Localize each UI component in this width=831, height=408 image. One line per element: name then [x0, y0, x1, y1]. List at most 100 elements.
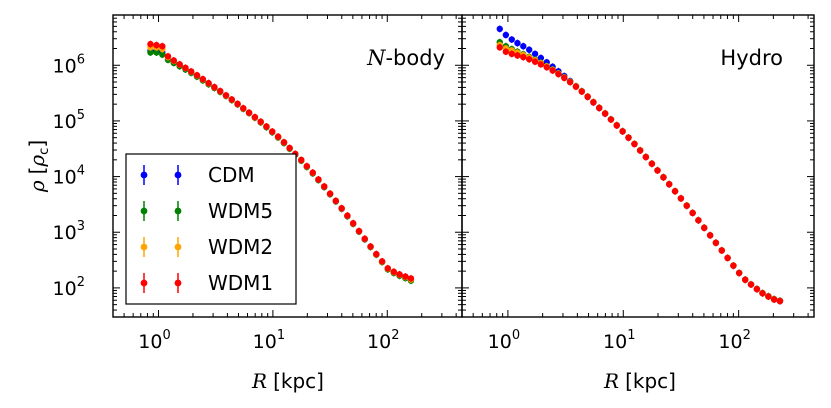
data-point	[298, 156, 305, 164]
data-point	[677, 195, 685, 202]
panel-nbody-ticks: 100 101 102 102 103 104 105 106	[53, 14, 462, 353]
data-point	[361, 235, 368, 242]
x-axis-right-unit: [kpc]	[625, 369, 676, 393]
data-point	[263, 123, 270, 130]
data-point	[654, 167, 661, 174]
legend-box	[125, 153, 297, 305]
data-point	[216, 87, 224, 95]
data-point	[367, 243, 374, 250]
y-axis-unit-sub: c	[37, 148, 52, 155]
data-point	[753, 285, 761, 293]
legend-entry-wdm1: WDM1	[140, 271, 273, 295]
data-point	[578, 88, 585, 95]
panel-nbody-points	[147, 40, 415, 285]
x-axis-label-right: R [kpc]	[603, 369, 676, 393]
legend-marker	[174, 207, 182, 215]
data-point	[607, 116, 615, 123]
data-point	[182, 64, 189, 72]
panel-nbody-title-suffix: -body	[385, 46, 445, 70]
x-tick-label-nbody: 102	[367, 328, 399, 353]
data-point	[695, 217, 702, 224]
data-point	[520, 53, 527, 61]
data-point	[373, 250, 380, 258]
data-point	[199, 75, 207, 83]
data-point	[211, 83, 218, 91]
legend-entry-wdm5: WDM5	[140, 199, 273, 223]
data-point	[759, 290, 766, 297]
series-wdm5-hydro	[496, 38, 784, 305]
data-point	[147, 49, 154, 56]
data-point	[496, 25, 503, 33]
data-point	[502, 48, 510, 55]
data-point	[665, 181, 673, 188]
data-point	[315, 176, 322, 183]
x-axis-label-left: R [kpc]	[251, 369, 324, 393]
legend-label: WDM5	[208, 199, 273, 223]
data-point	[496, 44, 503, 51]
data-point	[193, 72, 201, 79]
y-tick-label: 106	[53, 52, 85, 77]
series-wdm1-nbody	[147, 40, 415, 282]
panel-hydro-title: Hydro	[720, 46, 783, 70]
data-point	[776, 297, 784, 305]
data-point	[332, 197, 340, 205]
data-point	[765, 293, 772, 300]
data-point	[269, 128, 276, 135]
x-tick-label-hydro: 102	[718, 328, 750, 353]
data-point	[572, 83, 580, 90]
data-point	[274, 133, 282, 140]
y-axis-label: ρ[ρc]	[25, 140, 52, 193]
data-point	[378, 258, 386, 265]
data-point	[147, 40, 154, 48]
data-point	[561, 74, 568, 82]
data-point	[543, 64, 550, 71]
data-point	[187, 68, 195, 75]
data-point	[566, 78, 574, 86]
series-wdm2-hydro	[496, 41, 784, 305]
panel-hydro-frame	[461, 14, 815, 318]
data-point	[526, 46, 533, 53]
data-point	[153, 41, 160, 49]
data-point	[770, 296, 778, 303]
data-point	[338, 205, 345, 212]
data-point	[590, 99, 597, 106]
legend-label: CDM	[208, 163, 255, 187]
data-point	[706, 232, 714, 239]
data-point	[159, 51, 166, 58]
legend-marker	[140, 279, 148, 287]
data-point	[326, 190, 334, 197]
data-point	[730, 262, 737, 269]
series-wdm1-hydro	[496, 43, 784, 305]
data-point	[648, 160, 656, 167]
data-point	[531, 50, 539, 58]
x-axis-left-symbol: R	[251, 369, 267, 393]
data-point	[683, 202, 690, 209]
legend-entry-wdm2: WDM2	[140, 235, 273, 259]
y-tick-label: 105	[53, 108, 85, 133]
data-point	[251, 113, 259, 121]
legend: CDM WDM5 WDM2 WDM1	[125, 153, 297, 305]
data-point	[257, 118, 264, 125]
data-point	[613, 122, 620, 129]
legend-marker	[140, 243, 148, 251]
data-point	[520, 43, 527, 50]
data-point	[526, 56, 533, 63]
data-point	[642, 153, 650, 161]
data-point	[164, 53, 172, 60]
data-point	[355, 227, 363, 235]
data-point	[631, 140, 638, 148]
data-point	[537, 54, 545, 62]
data-point	[390, 268, 397, 275]
x-tick-label-hydro: 101	[603, 328, 635, 353]
data-point	[701, 224, 708, 232]
data-point	[309, 169, 316, 176]
data-point	[712, 239, 720, 247]
data-point	[502, 31, 510, 39]
data-point	[245, 109, 253, 116]
x-axis-right-symbol: R	[603, 369, 619, 393]
data-point	[514, 52, 521, 59]
data-point	[735, 269, 743, 277]
panel-nbody-title-symbol: N	[366, 46, 386, 70]
legend-entry-cdm: CDM	[140, 163, 255, 187]
panel-hydro-points	[496, 25, 784, 305]
